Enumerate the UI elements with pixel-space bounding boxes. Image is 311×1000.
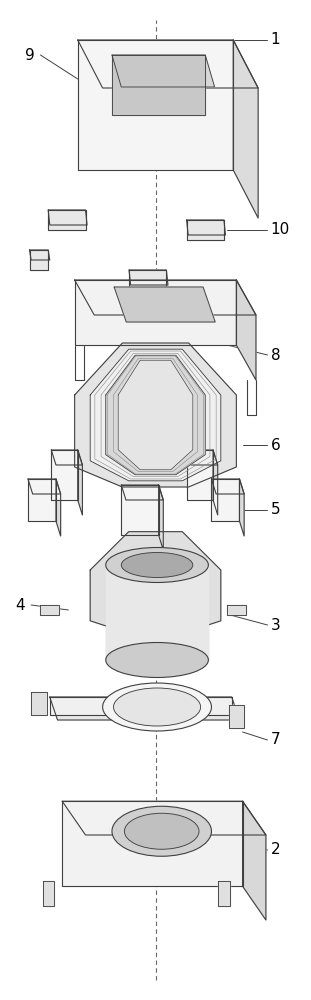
Polygon shape bbox=[28, 479, 56, 521]
Polygon shape bbox=[90, 349, 221, 481]
Polygon shape bbox=[75, 280, 236, 345]
Polygon shape bbox=[78, 450, 82, 515]
Polygon shape bbox=[30, 250, 50, 260]
Polygon shape bbox=[50, 697, 232, 715]
Polygon shape bbox=[78, 40, 258, 88]
Text: 2: 2 bbox=[271, 842, 280, 857]
Polygon shape bbox=[129, 270, 168, 285]
Polygon shape bbox=[187, 220, 225, 235]
Polygon shape bbox=[187, 450, 218, 465]
Text: 10: 10 bbox=[271, 223, 290, 237]
Ellipse shape bbox=[103, 683, 211, 731]
Text: 8: 8 bbox=[271, 348, 280, 362]
Polygon shape bbox=[187, 220, 224, 240]
Ellipse shape bbox=[114, 688, 201, 726]
Polygon shape bbox=[48, 210, 86, 230]
Polygon shape bbox=[129, 270, 166, 290]
Polygon shape bbox=[243, 801, 266, 920]
Polygon shape bbox=[28, 479, 61, 494]
Text: 6: 6 bbox=[271, 438, 280, 452]
Polygon shape bbox=[159, 485, 163, 550]
Polygon shape bbox=[211, 479, 244, 494]
Polygon shape bbox=[229, 705, 244, 728]
Polygon shape bbox=[75, 343, 236, 487]
Polygon shape bbox=[30, 250, 48, 270]
Ellipse shape bbox=[106, 548, 208, 582]
Polygon shape bbox=[62, 801, 266, 835]
Polygon shape bbox=[112, 55, 215, 87]
Polygon shape bbox=[121, 485, 163, 500]
Polygon shape bbox=[90, 532, 221, 633]
Polygon shape bbox=[50, 697, 239, 720]
Polygon shape bbox=[211, 479, 239, 521]
Ellipse shape bbox=[124, 813, 199, 849]
Text: 7: 7 bbox=[271, 732, 280, 748]
Text: 9: 9 bbox=[25, 47, 35, 62]
Text: 1: 1 bbox=[271, 32, 280, 47]
Polygon shape bbox=[112, 55, 205, 115]
Ellipse shape bbox=[121, 552, 193, 578]
Polygon shape bbox=[121, 485, 159, 535]
Ellipse shape bbox=[112, 806, 211, 856]
Text: 5: 5 bbox=[271, 502, 280, 518]
Polygon shape bbox=[114, 287, 215, 322]
Polygon shape bbox=[43, 881, 54, 906]
Polygon shape bbox=[227, 605, 246, 615]
Polygon shape bbox=[31, 692, 47, 715]
Polygon shape bbox=[78, 40, 233, 170]
Polygon shape bbox=[106, 355, 205, 475]
Polygon shape bbox=[218, 881, 230, 906]
Polygon shape bbox=[118, 360, 193, 470]
Polygon shape bbox=[51, 450, 82, 465]
Ellipse shape bbox=[106, 643, 208, 678]
Polygon shape bbox=[239, 479, 244, 536]
Polygon shape bbox=[40, 605, 59, 615]
Text: 4: 4 bbox=[16, 597, 25, 612]
Polygon shape bbox=[233, 40, 258, 218]
Polygon shape bbox=[75, 280, 256, 315]
Polygon shape bbox=[236, 280, 256, 380]
Polygon shape bbox=[213, 450, 218, 515]
Polygon shape bbox=[106, 565, 208, 660]
Polygon shape bbox=[51, 450, 78, 500]
Text: 3: 3 bbox=[271, 617, 280, 633]
Polygon shape bbox=[48, 210, 87, 225]
Polygon shape bbox=[187, 450, 213, 500]
Polygon shape bbox=[62, 801, 243, 886]
Polygon shape bbox=[56, 479, 61, 536]
